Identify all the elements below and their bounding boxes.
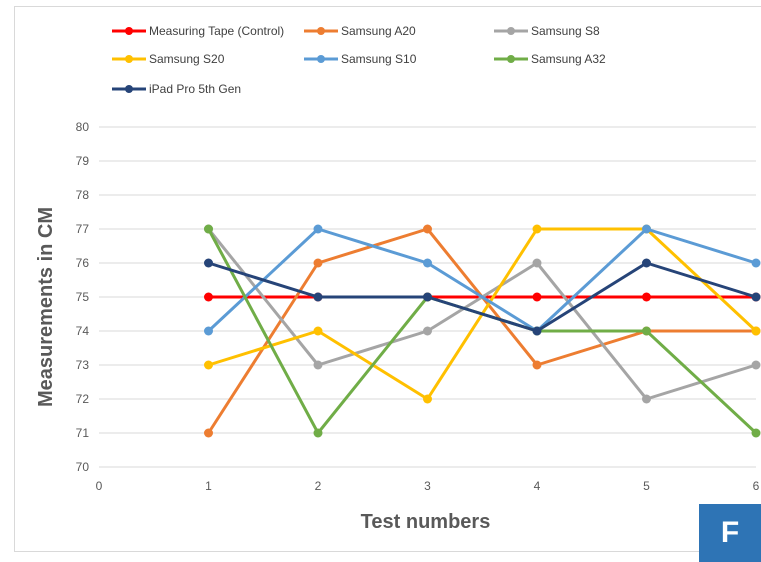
data-point: [751, 258, 761, 268]
x-tick-label: 6: [753, 479, 760, 493]
y-tick-label: 79: [76, 154, 90, 168]
data-point: [313, 428, 323, 438]
x-tick-label: 4: [534, 479, 541, 493]
series-lines: [204, 224, 761, 438]
series-6: [204, 258, 761, 336]
legend-item: Measuring Tape (Control): [112, 24, 284, 38]
data-point: [423, 258, 432, 268]
y-tick-label: 73: [76, 358, 90, 372]
series-4: [204, 224, 761, 336]
data-point: [532, 360, 542, 370]
x-tick-label: 0: [96, 479, 103, 493]
data-point: [642, 224, 651, 234]
legend-item: Samsung S8: [494, 24, 600, 38]
data-point: [204, 292, 213, 302]
data-point: [423, 224, 432, 234]
y-tick-label: 76: [76, 256, 90, 270]
data-point: [532, 292, 542, 302]
legend-label: Samsung A20: [341, 24, 416, 38]
data-point: [751, 292, 761, 302]
y-tick-label: 77: [76, 222, 90, 236]
legend-item: Samsung A32: [494, 52, 606, 66]
y-tick-label: 78: [76, 188, 90, 202]
legend-item: Samsung A20: [304, 24, 416, 38]
data-point: [751, 326, 761, 336]
series-line: [207, 227, 757, 333]
data-point: [204, 224, 213, 234]
legend-label: Samsung A32: [531, 52, 606, 66]
legend: Measuring Tape (Control) Samsung A20 Samsu…: [112, 24, 606, 96]
legend-item: Samsung S20: [112, 52, 225, 66]
data-point: [642, 326, 651, 336]
y-tick-label: 70: [76, 460, 90, 474]
data-point: [423, 326, 432, 336]
chart-frame: [14, 6, 761, 552]
data-point: [204, 326, 213, 336]
legend-swatch-marker: [507, 27, 515, 35]
legend-swatch-marker: [317, 55, 325, 63]
legend-label: iPad Pro 5th Gen: [149, 82, 241, 96]
legend-item: Samsung S10: [304, 52, 417, 66]
data-point: [423, 292, 432, 302]
y-tick-label: 80: [76, 120, 90, 134]
x-tick-label: 5: [643, 479, 650, 493]
legend-swatch-marker: [125, 55, 133, 63]
y-tick-label: 71: [76, 426, 90, 440]
legend-item: iPad Pro 5th Gen: [112, 82, 241, 96]
data-point: [642, 292, 651, 302]
data-point: [313, 292, 323, 302]
legend-label: Samsung S20: [149, 52, 225, 66]
series-line: [208, 261, 757, 333]
data-point: [642, 394, 651, 404]
x-tick-label: 1: [205, 479, 212, 493]
x-tick-label: 2: [315, 479, 322, 493]
legend-label: Samsung S8: [531, 24, 600, 38]
legend-swatch-marker: [507, 55, 515, 63]
data-point: [751, 428, 761, 438]
legend-label: Samsung S10: [341, 52, 417, 66]
data-point: [532, 326, 542, 336]
legend-swatch-marker: [125, 85, 133, 93]
y-tick-label: 72: [76, 392, 90, 406]
legend-label: Measuring Tape (Control): [149, 24, 284, 38]
y-axis-title: Measurements in CM: [35, 207, 57, 407]
legend-swatch-marker: [317, 27, 325, 35]
axes: 70 71 72 73 74 75 76 77 78 79 80 0 1 2 3 4 5 6: [76, 120, 760, 493]
data-point: [204, 258, 213, 268]
data-point: [313, 360, 323, 370]
data-point: [751, 360, 761, 370]
data-point: [642, 258, 651, 268]
data-point: [532, 224, 542, 234]
y-tick-label: 74: [76, 324, 90, 338]
y-tick-label: 75: [76, 290, 90, 304]
data-point: [204, 360, 213, 370]
data-point: [313, 224, 323, 234]
data-point: [532, 258, 542, 268]
legend-swatch-marker: [125, 27, 133, 35]
x-tick-label: 3: [424, 479, 431, 493]
data-point: [313, 326, 323, 336]
data-point: [204, 428, 213, 438]
x-axis-title: Test numbers: [361, 511, 491, 533]
panel-label-badge: F: [699, 504, 761, 562]
data-point: [313, 258, 323, 268]
data-point: [423, 394, 432, 404]
